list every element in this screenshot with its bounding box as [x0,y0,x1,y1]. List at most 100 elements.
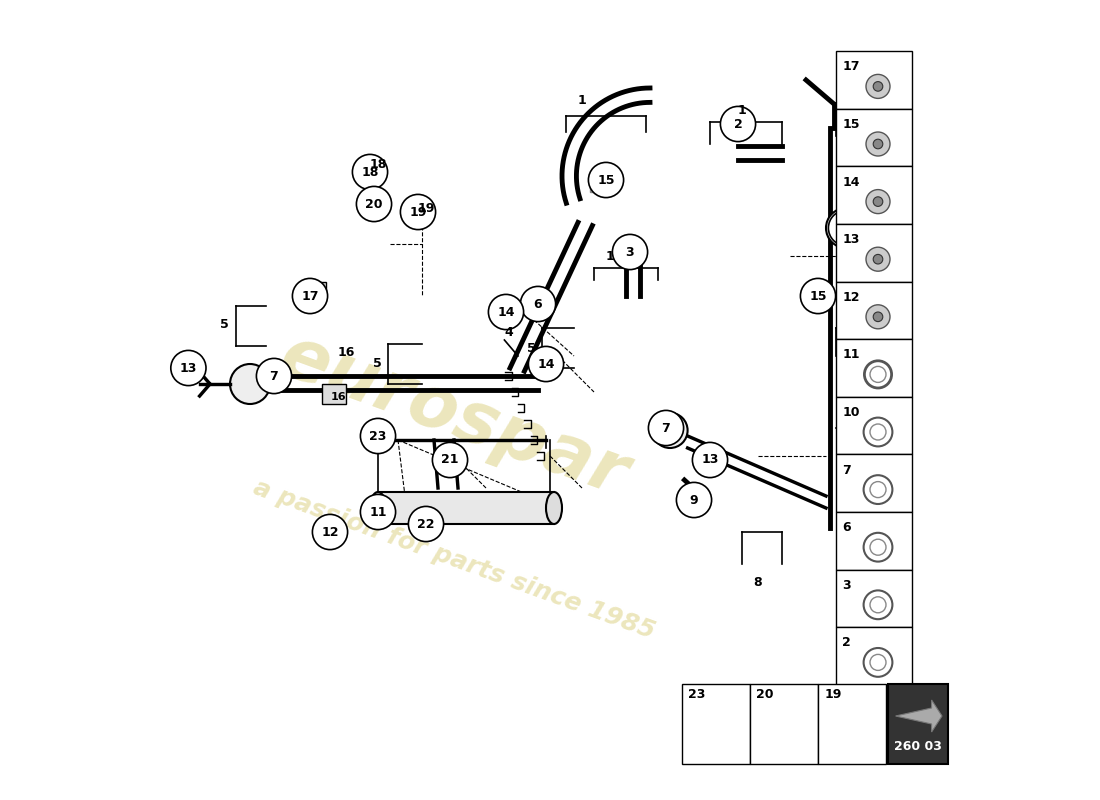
Circle shape [648,410,683,446]
Bar [836,224,912,282]
Circle shape [720,106,756,142]
Text: 1: 1 [578,94,586,107]
Text: 22: 22 [417,518,434,530]
Circle shape [676,482,712,518]
Circle shape [873,254,883,264]
Circle shape [356,186,392,222]
Text: 5: 5 [373,358,382,370]
Text: 260 03: 260 03 [893,739,942,753]
Text: 6: 6 [843,522,851,534]
Text: 10: 10 [837,222,855,234]
Circle shape [826,208,866,248]
Circle shape [588,162,624,198]
Bar [836,627,912,685]
Text: 15: 15 [597,174,615,186]
Text: 18: 18 [361,166,378,178]
Bar [836,109,912,166]
Circle shape [520,286,556,322]
Text: 14: 14 [497,306,515,318]
Circle shape [870,539,886,555]
Text: 3: 3 [843,578,851,592]
Bar [836,51,912,109]
Bar [322,384,346,404]
Text: 19: 19 [824,688,842,702]
Text: 19: 19 [409,206,427,218]
Bar [888,684,947,764]
Text: 12: 12 [843,290,860,304]
Circle shape [432,442,468,478]
Ellipse shape [546,492,562,524]
Bar [836,339,912,397]
Circle shape [312,514,348,550]
Circle shape [692,442,727,478]
Circle shape [870,482,886,498]
Text: 12: 12 [321,526,339,538]
Bar [818,684,886,764]
Text: 16: 16 [330,392,345,402]
Polygon shape [895,700,942,732]
Text: 11: 11 [370,506,387,518]
Circle shape [293,278,328,314]
Text: 14: 14 [843,176,860,189]
Circle shape [613,234,648,270]
Circle shape [866,305,890,329]
Bar [378,492,554,524]
Text: 21: 21 [441,454,459,466]
Text: 8: 8 [870,426,879,439]
Text: 23: 23 [689,688,706,702]
Circle shape [400,194,436,230]
Text: 8: 8 [754,576,762,589]
Text: 5: 5 [527,342,536,354]
Ellipse shape [370,492,386,524]
Text: 13: 13 [843,233,860,246]
Circle shape [866,190,890,214]
Circle shape [230,364,270,404]
Circle shape [652,413,688,448]
Bar [304,282,326,300]
Text: eurospar: eurospar [271,322,637,510]
Circle shape [870,424,886,440]
Text: 1: 1 [738,104,747,117]
Bar [836,512,912,570]
Circle shape [870,654,886,670]
Text: 11: 11 [843,349,860,362]
Text: 7: 7 [843,463,851,477]
Circle shape [352,154,387,190]
Circle shape [866,132,890,156]
Text: 4: 4 [505,326,513,339]
Text: 15: 15 [843,118,860,131]
Bar [836,166,912,224]
Circle shape [361,494,396,530]
Text: 18: 18 [370,158,387,171]
Text: 1: 1 [606,250,615,263]
Bar [590,176,610,192]
Bar [836,282,912,339]
Circle shape [866,74,890,98]
Text: 17: 17 [843,60,860,74]
Bar [682,684,750,764]
Text: 16: 16 [338,346,355,359]
Circle shape [866,247,890,271]
Text: 2: 2 [843,636,851,650]
Text: a passion for parts since 1985: a passion for parts since 1985 [250,476,658,644]
Circle shape [528,346,563,382]
Circle shape [873,197,883,206]
Text: 13: 13 [702,454,718,466]
Circle shape [870,597,886,613]
Text: 19: 19 [418,202,436,215]
Circle shape [170,350,206,386]
Text: 20: 20 [365,198,383,210]
Text: 3: 3 [626,246,635,258]
Text: 14: 14 [537,358,554,370]
Bar [836,397,912,454]
Text: 20: 20 [757,688,774,702]
Text: 5: 5 [220,318,229,330]
Text: 23: 23 [370,430,387,442]
Text: 8: 8 [870,115,879,128]
Circle shape [873,139,883,149]
Circle shape [361,418,396,454]
Circle shape [801,278,836,314]
Circle shape [256,358,292,394]
Text: 6: 6 [534,298,542,310]
Circle shape [873,312,883,322]
